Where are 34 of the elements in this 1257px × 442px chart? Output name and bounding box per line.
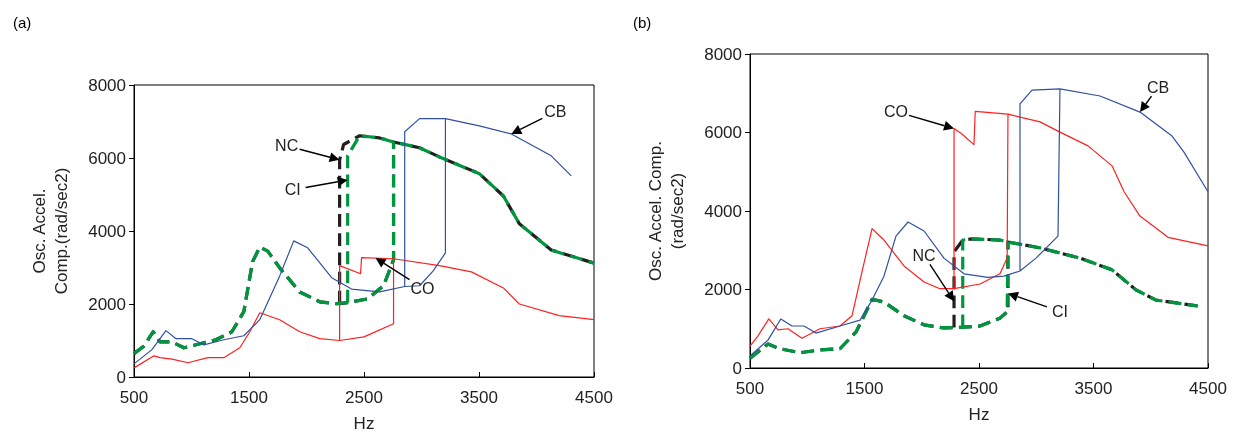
x-tick-label: 1500 xyxy=(845,379,884,398)
annotation: CO xyxy=(410,279,435,297)
x-tick-label: 3500 xyxy=(1074,379,1113,398)
y-axis-title: Osc. Accel. Comp. (rad/sec2) xyxy=(645,141,687,281)
y-tick-label: 6000 xyxy=(704,123,742,142)
x-tick-label: 2500 xyxy=(960,379,998,398)
x-tick-label: 4500 xyxy=(575,388,613,407)
y-tick-label: 0 xyxy=(732,358,742,378)
x-tick-label: 500 xyxy=(735,379,765,398)
x-tick-label: 1500 xyxy=(230,388,268,407)
x-axis-title: Hz xyxy=(353,414,375,433)
y-tick-label: 2000 xyxy=(704,280,742,299)
annotation: NC xyxy=(275,137,299,155)
x-tick-label: 2500 xyxy=(345,388,383,407)
y-tick-label: 8000 xyxy=(704,44,742,64)
y-axis-title: Osc. Accel. Comp.(rad/sec2) xyxy=(29,167,71,295)
annotation: CB xyxy=(544,103,567,121)
annotation: CO xyxy=(884,103,909,121)
chart-title: (a) xyxy=(13,14,32,31)
annotation: CI xyxy=(284,181,301,199)
y-tick-label: 0 xyxy=(116,367,126,387)
annotation: CI xyxy=(1051,302,1068,320)
y-tick-label: 4000 xyxy=(704,201,742,221)
annotation: CB xyxy=(1146,78,1170,96)
y-tick-label: 4000 xyxy=(88,221,126,241)
x-tick-label: 500 xyxy=(119,388,149,407)
y-tick-label: 8000 xyxy=(88,75,126,95)
chart-title: (b) xyxy=(633,14,652,31)
x-axis-title: Hz xyxy=(968,405,990,424)
annotation: NC xyxy=(912,246,936,264)
x-tick-label: 4500 xyxy=(1189,379,1227,398)
y-tick-label: 6000 xyxy=(88,148,126,168)
y-tick-label: 2000 xyxy=(88,294,126,314)
x-tick-label: 3500 xyxy=(460,388,498,407)
